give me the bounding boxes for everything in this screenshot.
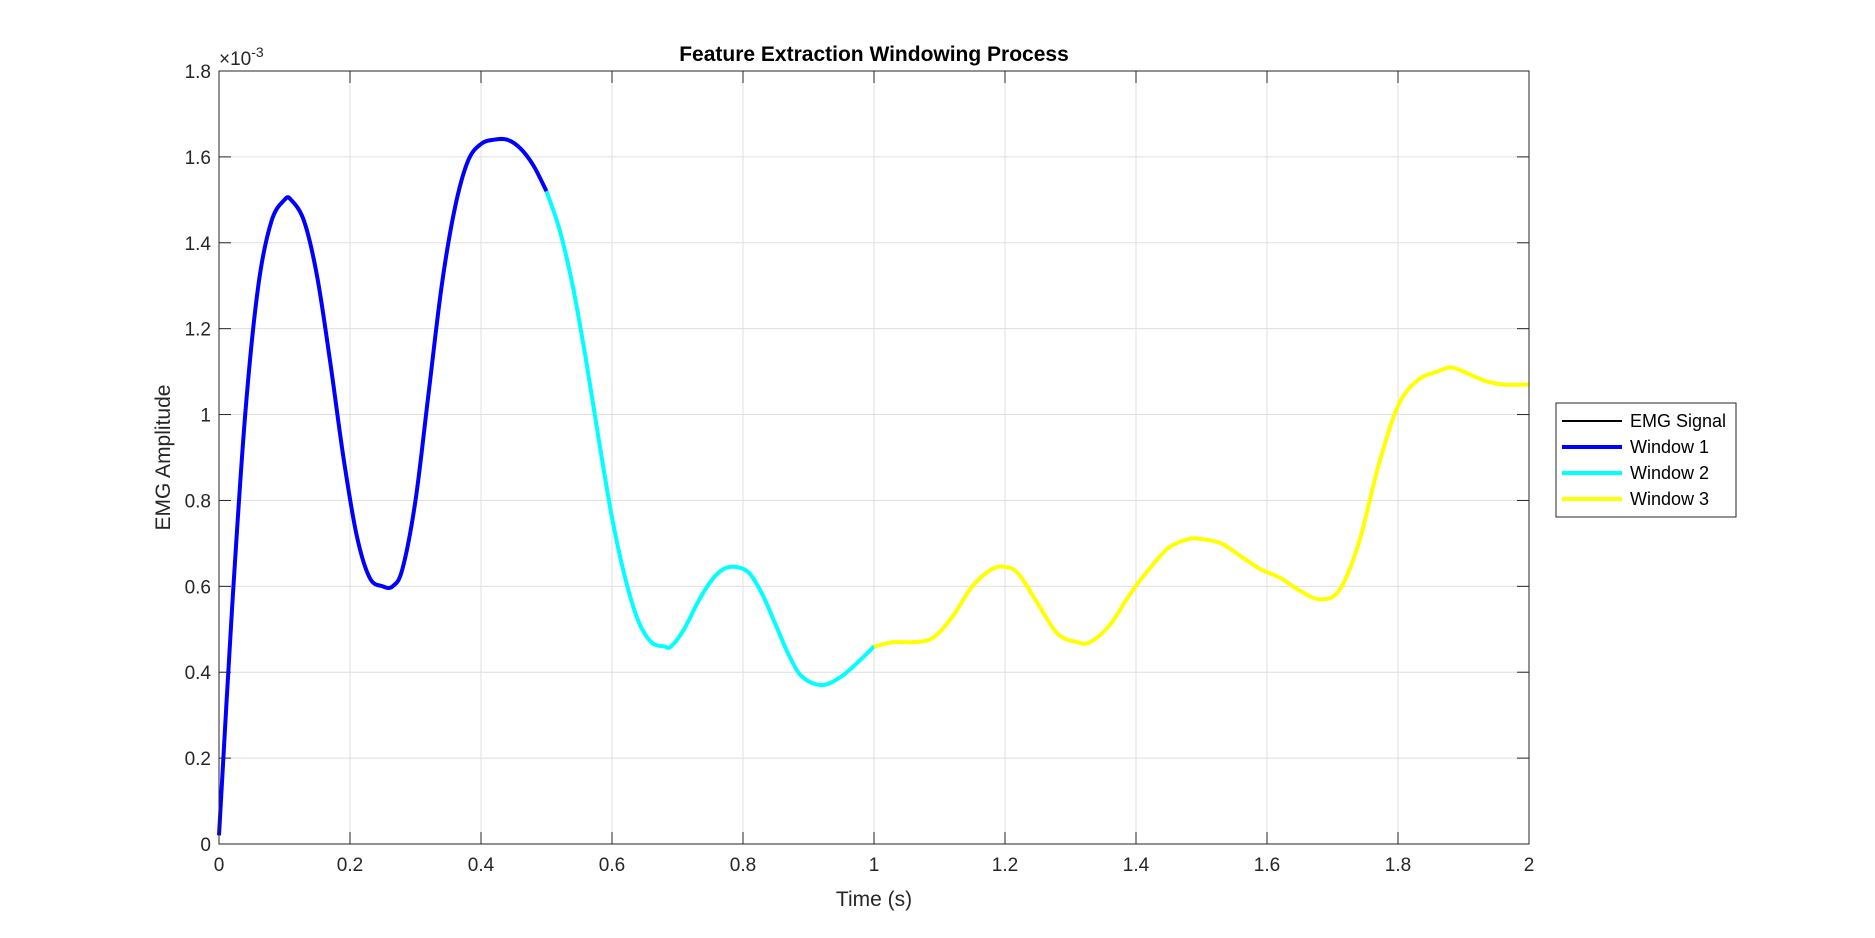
y-exponent-power: -3: [251, 44, 264, 60]
y-exponent-base: ×10: [219, 49, 251, 70]
x-tick-label: 1.8: [1385, 855, 1411, 876]
y-tick-label: 1.8: [185, 62, 211, 83]
x-tick-label: 0.4: [468, 855, 495, 876]
y-tick-label: 0.6: [185, 577, 211, 598]
series-lines: [217, 136, 1530, 836]
series-line-window-2: [544, 190, 876, 688]
x-tick-label: 0.8: [730, 855, 756, 876]
legend-items: EMG Signal Window 1 Window 2 Window 3: [1562, 411, 1726, 509]
legend-item-window-2: Window 2: [1562, 463, 1709, 483]
y-axis-label: EMG Amplitude: [152, 385, 175, 531]
y-tick-label: 1.4: [185, 234, 212, 255]
x-tick-label: 1: [869, 855, 880, 876]
series-line-window-3: [873, 365, 1530, 649]
y-axis-exponent: ×10-3: [219, 44, 264, 70]
plot-area: 0 0.2 0.4 0.6 0.8 1 1.2 1.4 1.6 1.8 2 0 0.2 0.4 0.6 0.8…: [185, 62, 1535, 876]
x-tick-label: 0.2: [337, 855, 363, 876]
legend-label: EMG Signal: [1630, 411, 1726, 431]
series-line-window-1: [217, 136, 549, 836]
x-tick-label: 0.6: [599, 855, 625, 876]
legend: EMG Signal Window 1 Window 2 Window 3: [1555, 402, 1737, 518]
y-tick-label: 0: [200, 835, 211, 856]
legend-label: Window 2: [1630, 463, 1709, 483]
legend-label: Window 1: [1630, 437, 1709, 457]
legend-label: Window 3: [1630, 489, 1709, 509]
legend-item-window-1: Window 1: [1562, 437, 1709, 457]
axis-ticks: 0 0.2 0.4 0.6 0.8 1 1.2 1.4 1.6 1.8 2 0 0.2 0.4 0.6 0.8…: [185, 62, 1535, 876]
legend-item-window-3: Window 3: [1562, 489, 1709, 509]
x-tick-label: 1.4: [1123, 855, 1150, 876]
chart-title: Feature Extraction Windowing Process: [679, 43, 1069, 66]
legend-item-emg-signal: EMG Signal: [1562, 411, 1726, 431]
x-axis-label: Time (s): [836, 888, 912, 911]
y-tick-label: 1.2: [185, 320, 211, 341]
y-tick-label: 1.6: [185, 148, 211, 169]
x-tick-label: 1.2: [992, 855, 1018, 876]
x-tick-label: 0: [214, 855, 225, 876]
y-tick-label: 0.2: [185, 749, 211, 770]
y-tick-label: 0.8: [185, 491, 211, 512]
x-tick-label: 1.6: [1254, 855, 1280, 876]
y-tick-label: 1: [200, 406, 211, 427]
y-tick-label: 0.4: [185, 663, 212, 684]
x-tick-label: 2: [1524, 855, 1535, 876]
